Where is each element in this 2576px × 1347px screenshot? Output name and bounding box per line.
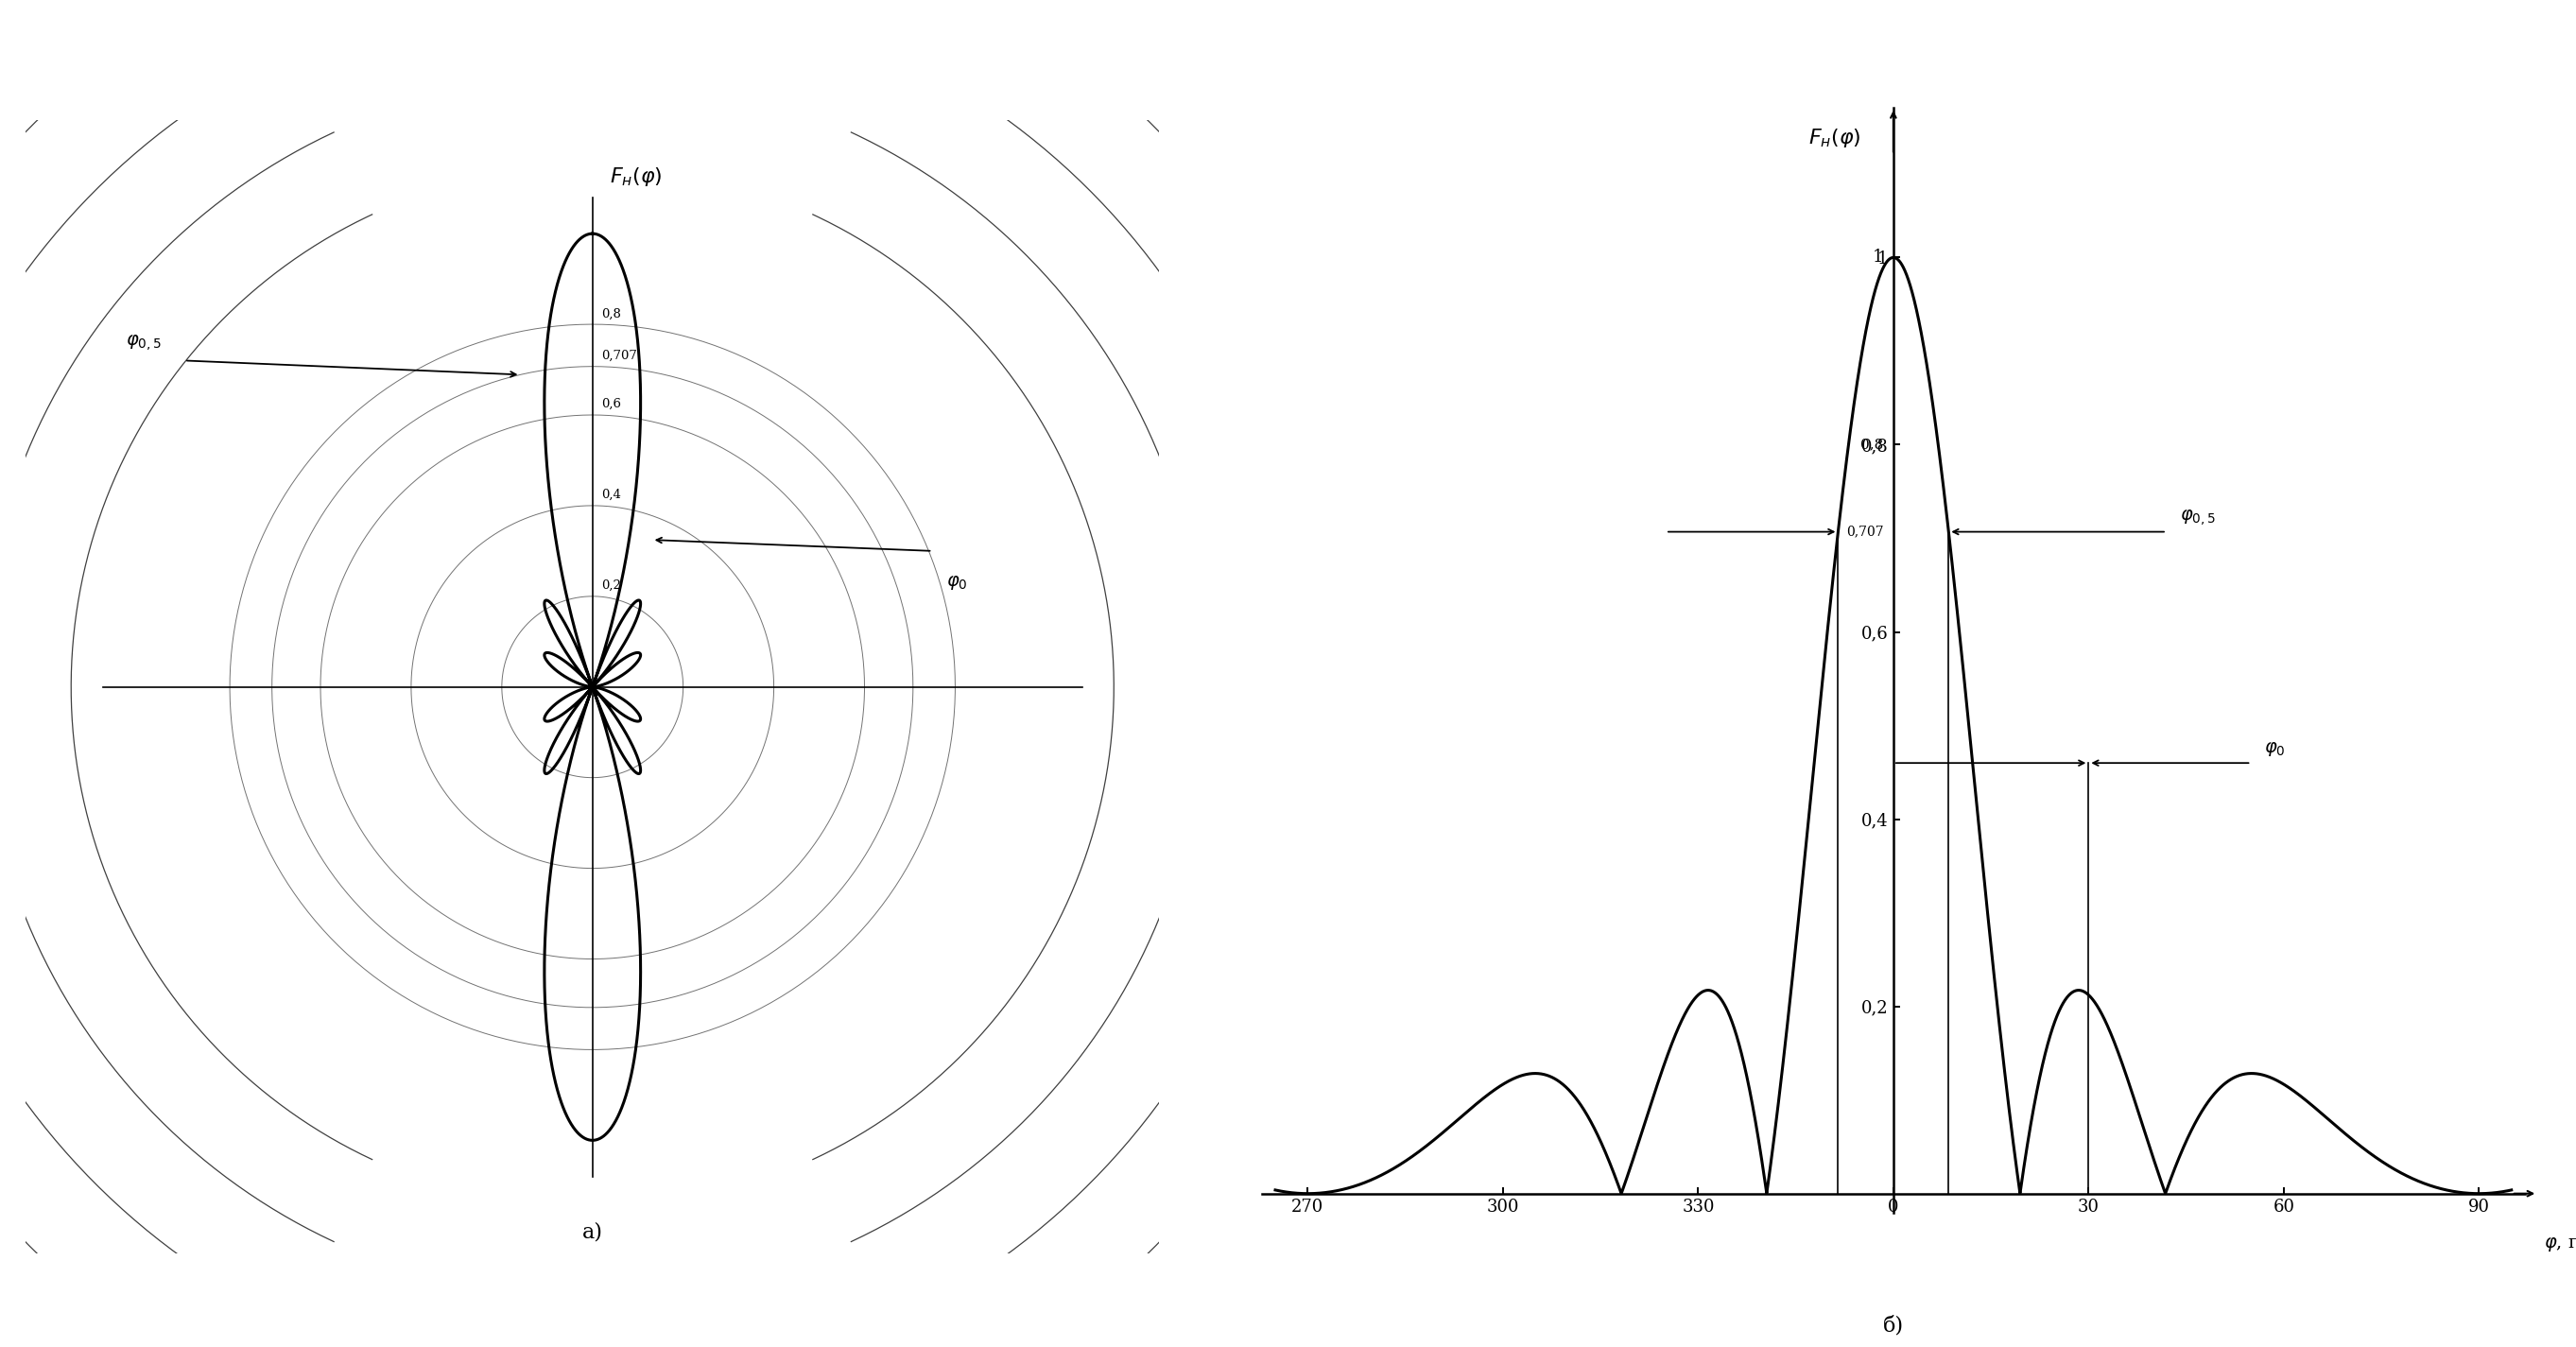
- Text: $\varphi_0$: $\varphi_0$: [945, 574, 969, 591]
- Text: 0,8: 0,8: [603, 307, 621, 319]
- Text: $\varphi$, град: $\varphi$, град: [2545, 1235, 2576, 1254]
- Text: 0,6: 0,6: [603, 399, 621, 411]
- Text: 0,707: 0,707: [603, 350, 636, 362]
- Text: б): б): [1883, 1315, 1904, 1336]
- Text: а): а): [582, 1222, 603, 1242]
- Text: $\varphi_0$: $\varphi_0$: [2264, 741, 2285, 758]
- Text: 1: 1: [1873, 249, 1883, 267]
- Text: 0,707: 0,707: [1847, 525, 1883, 539]
- Text: $\varphi_{0,5}$: $\varphi_{0,5}$: [2179, 508, 2215, 527]
- Text: $\varphi_{0,5}$: $\varphi_{0,5}$: [126, 333, 162, 353]
- Text: 0,8: 0,8: [1860, 438, 1883, 451]
- Text: $F_н(\varphi)$: $F_н(\varphi)$: [611, 166, 662, 189]
- Text: 0,2: 0,2: [603, 579, 621, 591]
- Text: $F_н(\varphi)$: $F_н(\varphi)$: [1808, 127, 1860, 150]
- Text: 0,4: 0,4: [603, 489, 621, 501]
